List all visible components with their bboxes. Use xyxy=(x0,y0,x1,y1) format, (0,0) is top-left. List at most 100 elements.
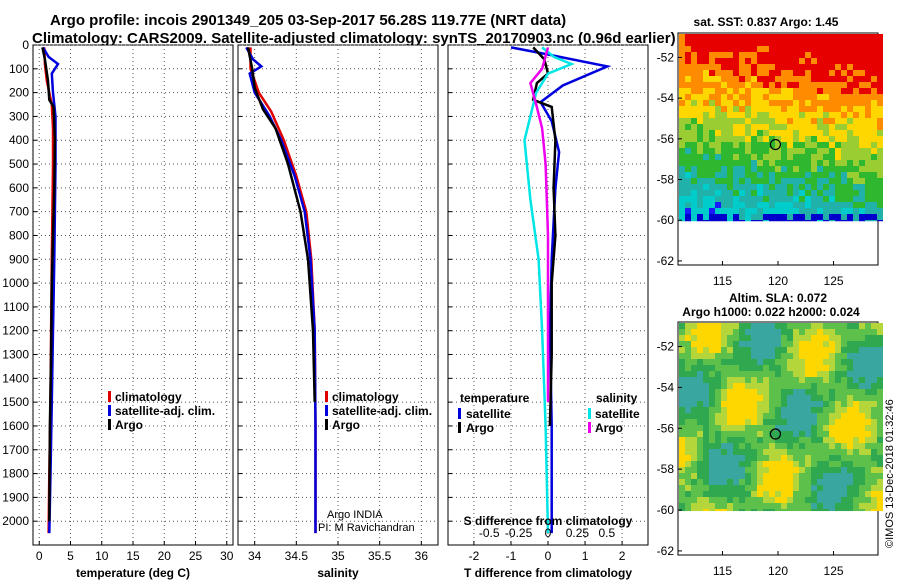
pi-annotation-2: PI: M Ravichandran xyxy=(318,522,415,534)
argo-position-marker xyxy=(769,428,782,440)
x-tick-label: 1 xyxy=(582,549,589,563)
argo-position-marker xyxy=(769,138,782,151)
sla-map-field xyxy=(679,323,883,512)
y-tick-label: 1700 xyxy=(2,443,29,457)
legend-label: satellite xyxy=(595,407,640,421)
y-tick-label: 200 xyxy=(9,86,29,100)
map-x-tick-label: 115 xyxy=(713,274,732,288)
x-tick-label: 30 xyxy=(220,549,234,563)
map-y-tick-label: -60 xyxy=(657,213,675,227)
map-y-tick-label: -58 xyxy=(657,173,675,187)
diff-series-line-3 xyxy=(529,47,550,403)
map-y-tick-label: -56 xyxy=(657,132,675,146)
pi-annotation-1: Argo INDIA xyxy=(327,509,383,521)
y-tick-label: 1000 xyxy=(2,276,29,290)
x-tick-label: 35.5 xyxy=(368,549,392,563)
y-tick-label: 1100 xyxy=(3,300,29,314)
y-tick-label: 300 xyxy=(9,109,29,123)
map-x-tick-label: 115 xyxy=(713,564,732,578)
x-tick-label: 10 xyxy=(95,549,109,563)
legend-label: Argo xyxy=(115,418,143,432)
legend-swatch xyxy=(325,391,328,402)
x-axis-label: temperature (deg C) xyxy=(76,566,190,580)
x-tick-label: -1 xyxy=(506,549,517,563)
map-x-tick-label: 120 xyxy=(768,274,788,288)
x2-tick-label: 0.5 xyxy=(598,526,615,540)
x-tick-label: 2 xyxy=(619,549,626,563)
legend-swatch xyxy=(458,408,461,419)
x2-tick-label: -0.25 xyxy=(505,526,533,540)
sla-map-subtitle: Argo h1000: 0.022 h2000: 0.024 xyxy=(682,305,860,319)
series-line-salinity-1 xyxy=(245,46,317,534)
x-tick-label: 35 xyxy=(331,549,345,563)
legend-swatch xyxy=(108,405,111,416)
y-tick-label: 1900 xyxy=(2,490,29,504)
map-y-tick-label: -52 xyxy=(657,50,675,64)
x-axis-label: T difference from climatology xyxy=(464,566,632,580)
diff-series-line-2 xyxy=(523,46,575,534)
map-y-tick-label: -54 xyxy=(657,91,675,105)
x-tick-label: 0 xyxy=(545,549,552,563)
x-tick-label: 20 xyxy=(158,549,172,563)
legend-label: Argo xyxy=(595,421,623,435)
legend-label: satellite-adj. clim. xyxy=(332,404,432,418)
legend-label: climatology xyxy=(115,390,182,404)
legend-swatch xyxy=(588,422,591,433)
title-line-1: Argo profile: incois 2901349_205 03-Sep-… xyxy=(50,12,567,29)
map-y-tick-label: -58 xyxy=(657,462,675,476)
y-tick-label: 1200 xyxy=(2,324,29,338)
x2-axis-label: S difference from climatology xyxy=(464,514,633,528)
legend-swatch xyxy=(588,408,591,419)
copyright-footer: ©IMOS 13-Dec-2018 01:32:46 xyxy=(884,399,896,548)
legend-label: satellite xyxy=(466,407,511,421)
map-x-tick-label: 125 xyxy=(824,274,844,288)
legend-swatch xyxy=(325,405,328,416)
x-axis-label: salinity xyxy=(317,566,359,580)
x2-tick-label: 0 xyxy=(545,526,552,540)
y-tick-label: 700 xyxy=(9,205,29,219)
x-tick-label: 36 xyxy=(415,549,429,563)
x-tick-label: 25 xyxy=(189,549,203,563)
x-tick-label: 34.5 xyxy=(285,549,309,563)
map-y-tick-label: -62 xyxy=(657,544,675,558)
y-tick-label: 0 xyxy=(22,38,29,52)
x-tick-label: 5 xyxy=(67,549,74,563)
legend-swatch xyxy=(108,419,111,430)
y-tick-label: 400 xyxy=(9,133,29,147)
sst-map-field xyxy=(679,34,883,222)
x-tick-label: -2 xyxy=(469,549,480,563)
x-tick-label: 34 xyxy=(248,549,262,563)
legend-title-temperature: temperature xyxy=(460,391,530,405)
y-tick-label: 1500 xyxy=(2,395,29,409)
y-tick-label: 600 xyxy=(9,181,29,195)
y-tick-label: 1600 xyxy=(2,419,29,433)
x-tick-label: 15 xyxy=(126,549,140,563)
map-y-tick-label: -56 xyxy=(657,421,675,435)
legend-swatch xyxy=(458,422,461,433)
legend-label: satellite-adj. clim. xyxy=(115,404,215,418)
map-y-tick-label: -54 xyxy=(657,380,675,394)
legend-label: Argo xyxy=(332,418,360,432)
x2-tick-label: 0.25 xyxy=(566,526,590,540)
x-tick-label: 0 xyxy=(36,549,43,563)
map-x-tick-label: 120 xyxy=(768,564,788,578)
y-tick-label: 800 xyxy=(9,228,29,242)
y-tick-label: 1800 xyxy=(2,467,29,481)
legend-label: Argo xyxy=(466,421,494,435)
sla-map-title: Altim. SLA: 0.072 xyxy=(729,291,827,305)
y-tick-label: 1300 xyxy=(2,348,29,362)
y-tick-label: 100 xyxy=(9,62,29,76)
legend-title-salinity: salinity xyxy=(596,391,638,405)
sst-map-title: sat. SST: 0.837 Argo: 1.45 xyxy=(694,15,839,29)
y-tick-label: 2000 xyxy=(2,514,29,528)
map-y-tick-label: -52 xyxy=(657,340,675,354)
legend-swatch xyxy=(325,419,328,430)
y-tick-label: 1400 xyxy=(2,371,29,385)
map-x-tick-label: 125 xyxy=(824,564,844,578)
x2-tick-label: -0.5 xyxy=(479,526,500,540)
title-line-2: Climatology: CARS2009. Satellite-adjuste… xyxy=(32,30,676,47)
y-tick-label: 900 xyxy=(9,252,29,266)
diff-series-line-1 xyxy=(531,46,557,427)
legend-swatch xyxy=(108,391,111,402)
